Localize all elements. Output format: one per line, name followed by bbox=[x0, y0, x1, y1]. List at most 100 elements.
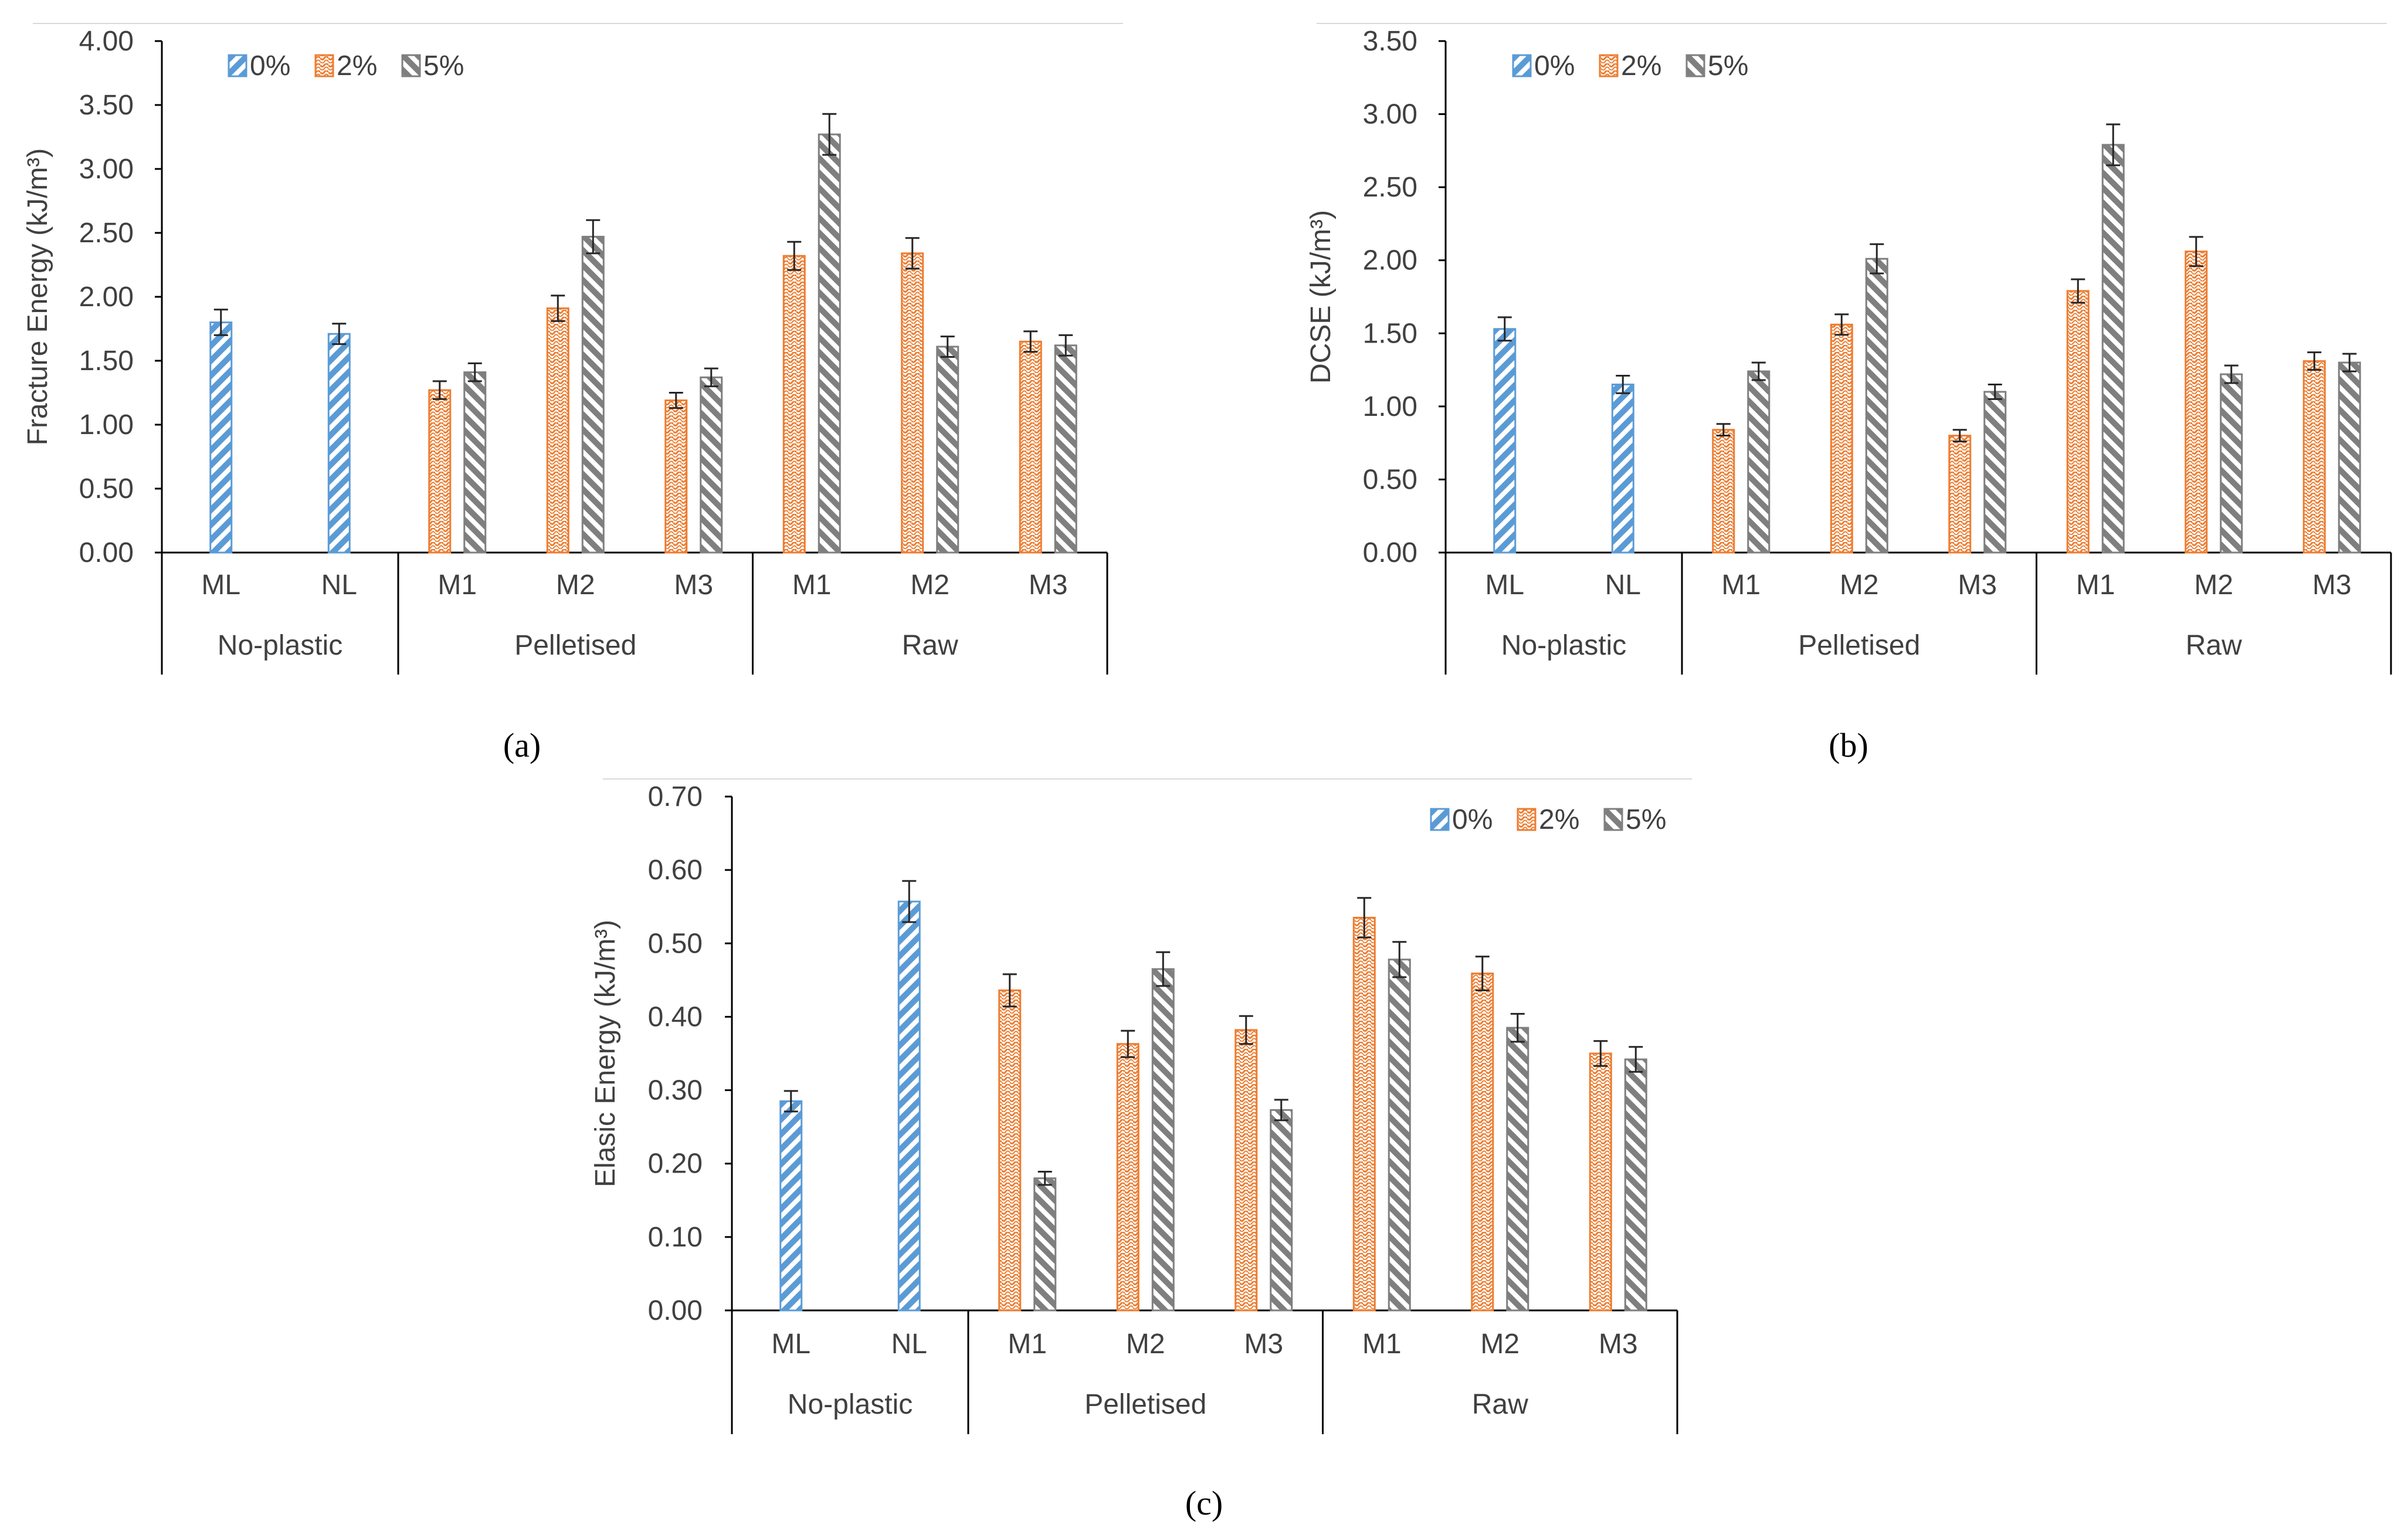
x-category-label: M1 bbox=[1008, 1329, 1047, 1360]
y-tick-label: 1.00 bbox=[79, 409, 134, 441]
y-tick-label: 0.00 bbox=[648, 1295, 703, 1326]
x-category-label: M3 bbox=[1029, 570, 1068, 601]
y-tick-label: 3.00 bbox=[1363, 99, 1417, 130]
legend-label: 0% bbox=[1534, 50, 1575, 82]
bar-2pct-M2 bbox=[2185, 250, 2208, 554]
y-tick-label: 2.00 bbox=[79, 282, 134, 313]
legend-label: 0% bbox=[1452, 804, 1493, 835]
x-group-label: Pelletised bbox=[1798, 630, 1920, 661]
bar-5pct-M2 bbox=[1865, 258, 1888, 554]
bar-2pct-M3 bbox=[1589, 1052, 1612, 1312]
legend-label: 5% bbox=[423, 50, 464, 82]
x-category-label: NL bbox=[1605, 570, 1641, 601]
y-tick-label: 0.60 bbox=[648, 855, 703, 886]
y-tick-label: 4.00 bbox=[79, 26, 134, 57]
bar-5pct-M2 bbox=[2220, 373, 2243, 554]
bar-5pct-M1 bbox=[1033, 1177, 1057, 1312]
bar-5pct-M1 bbox=[1388, 958, 1411, 1312]
bar-0pct-ML bbox=[779, 1100, 803, 1312]
y-tick-label: 2.00 bbox=[1363, 245, 1417, 276]
bar-2pct-M2 bbox=[1116, 1043, 1139, 1312]
y-tick-label: 2.50 bbox=[1363, 172, 1417, 203]
x-group-label: Pelletised bbox=[514, 630, 636, 661]
y-tick-label: 1.00 bbox=[1363, 391, 1417, 422]
bar-5pct-M1 bbox=[463, 371, 487, 554]
x-category-label: M1 bbox=[792, 570, 832, 601]
y-tick-label: 0.70 bbox=[648, 781, 703, 812]
bar-0pct-NL bbox=[327, 333, 351, 554]
bar-2pct-M1 bbox=[782, 255, 806, 554]
x-category-label: NL bbox=[321, 570, 357, 601]
x-category-label: M1 bbox=[1721, 570, 1761, 601]
x-group-label: Raw bbox=[1472, 1389, 1528, 1420]
bar-0pct-ML bbox=[209, 321, 233, 554]
chart-a-fracture-energy: 0.00 0.50 1.00 1.50 2.00 2.50 3.00 3.50 4.00 Frac… bbox=[22, 23, 1123, 764]
bar-2pct-M1 bbox=[1712, 429, 1735, 554]
x-category-label: NL bbox=[891, 1329, 927, 1360]
bar-5pct-M2 bbox=[581, 236, 605, 554]
y-tick-label: 0.50 bbox=[648, 928, 703, 959]
x-group-label: Raw bbox=[902, 630, 958, 661]
bar-5pct-M1 bbox=[818, 133, 841, 554]
y-tick-label: 3.00 bbox=[79, 154, 134, 185]
x-group-label: No-plastic bbox=[788, 1389, 913, 1420]
legend-label: 2% bbox=[1621, 50, 1661, 82]
x-category-label: M2 bbox=[1480, 1329, 1520, 1360]
bar-5pct-M2 bbox=[1151, 968, 1175, 1312]
bar-5pct-M3 bbox=[1054, 344, 1077, 554]
y-tick-label: 0.10 bbox=[648, 1222, 703, 1253]
x-category-label: M1 bbox=[1362, 1329, 1402, 1360]
bar-2pct-M1 bbox=[428, 389, 452, 554]
bar-2pct-M2 bbox=[546, 307, 569, 554]
bar-5pct-M3 bbox=[2338, 361, 2361, 554]
x-group-label: Raw bbox=[2186, 630, 2242, 661]
legend-swatch bbox=[1512, 54, 1532, 77]
panel-label: (c) bbox=[1185, 1484, 1223, 1522]
bar-2pct-M2 bbox=[1471, 973, 1494, 1312]
bar-2pct-M3 bbox=[1948, 435, 1972, 554]
legend-label: 5% bbox=[1626, 804, 1666, 835]
legend-swatch bbox=[1603, 808, 1623, 831]
y-tick-label: 3.50 bbox=[1363, 26, 1417, 57]
bar-2pct-M1 bbox=[1352, 916, 1376, 1312]
legend-swatch bbox=[314, 54, 334, 77]
x-category-label: M2 bbox=[1126, 1329, 1165, 1360]
y-axis-label: Elasic Energy (kJ/m³) bbox=[590, 920, 621, 1187]
bar-0pct-NL bbox=[897, 900, 921, 1312]
y-tick-label: 0.00 bbox=[1363, 537, 1417, 568]
bar-5pct-M3 bbox=[700, 376, 723, 554]
chart-c-elastic-energy: 0.00 0.10 0.20 0.30 0.40 0.50 0.60 0.70 Elasic E… bbox=[590, 778, 1692, 1522]
y-axis-label: DCSE (kJ/m³) bbox=[1305, 210, 1337, 384]
x-category-label: M3 bbox=[674, 570, 713, 601]
y-tick-label: 0.00 bbox=[79, 537, 134, 568]
x-category-label: M1 bbox=[437, 570, 477, 601]
legend-label: 2% bbox=[1539, 804, 1579, 835]
bar-5pct-M3 bbox=[1983, 391, 2007, 554]
panel-label: (b) bbox=[1829, 726, 1868, 764]
y-tick-label: 2.50 bbox=[79, 218, 134, 249]
x-category-label: ML bbox=[1485, 570, 1524, 601]
legend-swatch bbox=[228, 54, 247, 77]
y-tick-label: 0.30 bbox=[648, 1075, 703, 1106]
bar-2pct-M2 bbox=[901, 252, 924, 554]
x-category-label: M2 bbox=[2194, 570, 2233, 601]
x-category-label: ML bbox=[771, 1329, 810, 1360]
legend-swatch bbox=[401, 54, 421, 77]
bar-5pct-M3 bbox=[1624, 1058, 1647, 1312]
bar-2pct-M3 bbox=[1019, 340, 1042, 554]
legend-swatch bbox=[1599, 54, 1619, 77]
bar-2pct-M1 bbox=[2066, 290, 2090, 554]
x-category-label: M2 bbox=[910, 570, 949, 601]
x-group-label: No-plastic bbox=[1501, 630, 1626, 661]
bar-5pct-M2 bbox=[1506, 1027, 1529, 1312]
bar-5pct-M3 bbox=[1270, 1109, 1293, 1312]
bar-2pct-M3 bbox=[1234, 1029, 1258, 1312]
panel-label: (a) bbox=[503, 726, 541, 764]
x-category-label: M3 bbox=[2312, 570, 2352, 601]
bar-0pct-ML bbox=[1493, 328, 1517, 554]
x-category-label: M2 bbox=[1840, 570, 1879, 601]
bar-2pct-M3 bbox=[2302, 360, 2326, 554]
x-category-label: M3 bbox=[1599, 1329, 1638, 1360]
x-category-label: M3 bbox=[1244, 1329, 1283, 1360]
